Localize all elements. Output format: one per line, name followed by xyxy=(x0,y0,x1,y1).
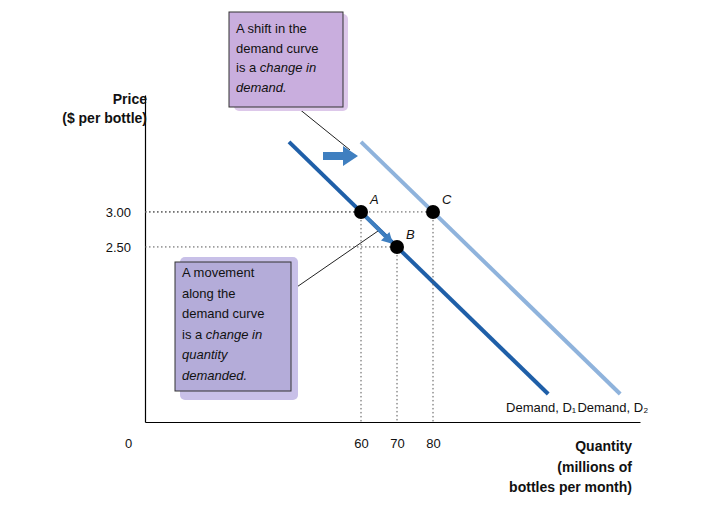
annotation-word: A xyxy=(182,265,194,280)
point-label: B xyxy=(406,227,415,242)
x-axis-title: (millions of xyxy=(557,459,632,475)
guide-line xyxy=(433,212,434,422)
y-axis-title: Price xyxy=(113,91,147,107)
leader-line xyxy=(298,108,350,150)
x-axis-title: Quantity xyxy=(575,438,632,454)
annotation-word: curve xyxy=(287,41,319,56)
annotation-line: A movement xyxy=(182,265,255,280)
x-tick-label: 80 xyxy=(426,436,440,451)
shift-arrow xyxy=(323,146,358,166)
movement-arrow-head xyxy=(381,232,393,244)
movement-arrow xyxy=(364,215,385,236)
annotation-line: demanded. xyxy=(182,368,247,383)
annotation-word: demand xyxy=(182,306,233,321)
annotation-line: is a change in xyxy=(182,327,262,342)
x-tick-label: 60 xyxy=(354,436,368,451)
y-axis: 2.50 3.00 xyxy=(106,96,146,423)
point xyxy=(426,205,440,219)
annotation-word: the xyxy=(217,286,235,301)
guide-line xyxy=(397,247,398,422)
box xyxy=(229,12,343,107)
annotation-line: demand curve xyxy=(236,41,318,56)
x-tick: 80 xyxy=(426,422,440,451)
point xyxy=(354,205,368,219)
annotation-word: movement xyxy=(194,265,255,280)
annotation-word: quantity xyxy=(182,347,229,362)
demand-curve xyxy=(289,142,548,394)
series-label: Demand, D₂ xyxy=(577,400,648,415)
leader-line xyxy=(291,231,378,291)
annotation-line: is a change in xyxy=(236,60,316,75)
plot-area xyxy=(145,142,620,422)
series-label: Demand, D₁ xyxy=(506,400,577,415)
annotation-word: demand xyxy=(236,41,287,56)
y-axis-line xyxy=(145,96,146,423)
x-tick-label: 0 xyxy=(125,436,132,451)
annotations: A shift in thedemand curveis a change in… xyxy=(175,12,378,400)
x-tick: 70 xyxy=(390,422,404,451)
y-tick-label: 2.50 xyxy=(106,240,131,255)
annotation-word: along xyxy=(182,286,217,301)
box xyxy=(175,262,291,391)
annotation-box: A shift in thedemand curveis a change in… xyxy=(229,12,350,150)
annotation-word: is xyxy=(236,60,249,75)
x-axis: 0 60 70 80 xyxy=(125,422,641,451)
annotation-line: A shift in the xyxy=(236,21,307,36)
guide-line xyxy=(145,246,397,247)
x-tick-label: 70 xyxy=(390,436,404,451)
x-axis-line xyxy=(146,422,641,423)
x-tick: 60 xyxy=(354,422,368,451)
annotation-word: the xyxy=(289,21,307,36)
point-label: C xyxy=(442,192,452,207)
annotation-line: along the xyxy=(182,286,236,301)
annotation-word: shift xyxy=(248,21,275,36)
point xyxy=(390,240,404,254)
y-tick: 2.50 xyxy=(106,240,145,255)
annotation-word: is xyxy=(182,327,195,342)
annotation-word: in xyxy=(275,21,289,36)
annotation-word: demand. xyxy=(236,80,287,95)
guide-line xyxy=(145,211,433,212)
annotation-word: change xyxy=(206,327,252,342)
annotation-word: change xyxy=(260,60,306,75)
annotation-word: in xyxy=(306,60,316,75)
annotation-word: curve xyxy=(233,306,265,321)
point-label: A xyxy=(369,192,379,207)
x-tick: 0 xyxy=(125,422,146,451)
annotation-line: demand curve xyxy=(182,306,264,321)
y-axis-title: ($ per bottle) xyxy=(62,110,147,126)
x-axis-title: bottles per month) xyxy=(509,479,632,495)
annotation-word: a xyxy=(195,327,206,342)
annotation-box: A movement along the demand curve is a chan… xyxy=(175,231,378,400)
guide-line xyxy=(361,212,362,422)
annotation-word: demanded. xyxy=(182,368,247,383)
annotation-word: a xyxy=(249,60,260,75)
annotation-line: quantity xyxy=(182,347,229,362)
y-tick-label: 3.00 xyxy=(106,205,131,220)
annotation-word: in xyxy=(252,327,262,342)
demand-curve xyxy=(361,142,620,394)
annotation-word: A xyxy=(236,21,248,36)
annotation-line: demand. xyxy=(236,80,287,95)
y-tick: 3.00 xyxy=(106,205,145,220)
points xyxy=(354,205,440,254)
chart: A shift in thedemand curveis a change in… xyxy=(0,0,702,510)
